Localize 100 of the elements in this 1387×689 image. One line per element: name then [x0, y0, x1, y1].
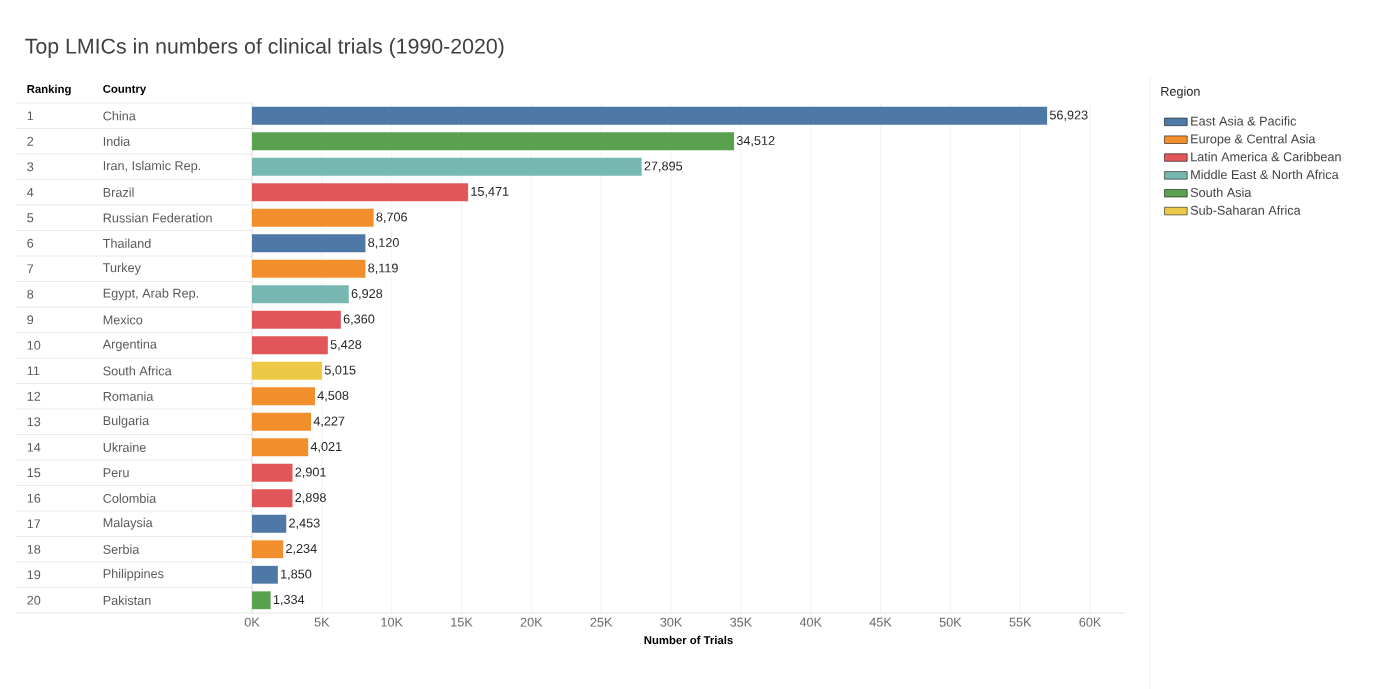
- x-tick-label: 45K: [869, 617, 892, 627]
- data-label: 34,512: [736, 136, 775, 147]
- x-tick-label: 20K: [520, 617, 543, 627]
- x-tick-label: 60K: [1079, 617, 1102, 627]
- text: 16: [27, 493, 41, 503]
- bar: [252, 234, 366, 253]
- text: 1: [27, 111, 34, 121]
- bar: [252, 591, 271, 610]
- data-label: 56,923: [1049, 110, 1088, 121]
- data-label: 4,021: [310, 442, 342, 453]
- text: 17: [27, 519, 41, 529]
- bar: [252, 106, 1048, 125]
- bar: [252, 361, 323, 380]
- text: 8: [27, 289, 34, 299]
- legend-label: Europe & Central Asia: [1191, 134, 1316, 146]
- bar: [252, 132, 735, 151]
- data-label: 6,360: [343, 314, 375, 326]
- chart-title: Top LMICs in numbers of clinical trials (1990-2020): [25, 38, 504, 58]
- y-tick-label: Malaysia: [103, 517, 153, 530]
- y-tick-label: Egypt, Arab Rep.: [103, 288, 198, 301]
- data-label: 8,706: [376, 212, 408, 224]
- y-tick-label: Iran, Islamic Rep.: [103, 160, 201, 173]
- text: 4: [27, 187, 34, 197]
- y-tick-label: Turkey: [103, 262, 141, 275]
- y-tick-label: Mexico: [103, 315, 143, 325]
- y-tick-label: Argentina: [102, 339, 157, 352]
- text: 13: [27, 417, 41, 427]
- x-tick-label: 25K: [590, 617, 613, 627]
- x-tick-label: 15K: [451, 617, 473, 627]
- x-tick-label: 50K: [939, 617, 962, 627]
- text: 9: [27, 315, 34, 325]
- data-label: 2,898: [295, 493, 326, 504]
- x-tick-label: 5K: [314, 617, 330, 627]
- y-tick-label: Peru: [103, 468, 129, 478]
- bar: [252, 387, 315, 406]
- bar: [252, 336, 328, 355]
- x-tick-label: 0K: [244, 617, 260, 627]
- y-axis-title: Country: [103, 84, 147, 96]
- text: 10: [27, 340, 41, 350]
- y-tick-label: Brazil: [103, 187, 134, 197]
- bar: [252, 285, 349, 304]
- data-label: 2,453: [289, 518, 320, 530]
- text: 11: [27, 366, 40, 376]
- data-label: 5,015: [324, 365, 356, 377]
- data-label: 1,334: [273, 595, 305, 606]
- data-label: 2,901: [295, 467, 326, 479]
- bar: [252, 412, 312, 431]
- text: 19: [27, 570, 41, 580]
- y-tick-label: India: [103, 136, 131, 146]
- bar: [252, 183, 469, 202]
- x-tick-label: 10K: [381, 617, 403, 627]
- bar: [252, 157, 642, 176]
- data-label: 5,428: [330, 340, 362, 351]
- data-label: 1,850: [281, 569, 312, 581]
- y-tick-label: Pakistan: [103, 595, 151, 605]
- y-tick-label: Ukraine: [103, 442, 146, 452]
- x-tick-label: 55K: [1009, 617, 1032, 627]
- y-tick-label: Russian Federation: [103, 213, 212, 223]
- bar: [252, 514, 287, 533]
- bar: [252, 540, 284, 559]
- x-tick-label: 30K: [660, 617, 683, 627]
- bar: [252, 438, 309, 457]
- y-tick-label: Serbia: [103, 544, 140, 554]
- x-axis-title: Number of Trials: [644, 635, 733, 645]
- bar: [252, 259, 366, 278]
- legend-label: Latin America & Caribbean: [1191, 151, 1341, 162]
- bar: [252, 310, 341, 329]
- y-tick-label: South Africa: [103, 366, 172, 376]
- legend-label: Sub-Saharan Africa: [1190, 205, 1301, 215]
- legend-label: South Asia: [1190, 187, 1252, 197]
- text: 12: [27, 391, 41, 401]
- data-label: 27,895: [644, 161, 683, 172]
- text: Ranking: [27, 84, 71, 96]
- text: 3: [27, 162, 34, 172]
- legend-label: Middle East & North Africa: [1191, 169, 1339, 180]
- y-tick-label: China: [103, 111, 136, 121]
- text: 7: [27, 264, 34, 274]
- data-label: 4,227: [313, 416, 345, 428]
- legend-title: Region: [1161, 86, 1200, 99]
- y-tick-label: Thailand: [103, 238, 151, 248]
- y-tick-label: Romania: [103, 391, 154, 401]
- text: 6: [27, 238, 34, 248]
- data-label: 15,471: [471, 187, 509, 198]
- text: 14: [27, 442, 41, 452]
- data-label: 4,508: [317, 391, 349, 402]
- y-tick-label: Bulgaria: [103, 415, 150, 428]
- x-tick-label: 35K: [730, 617, 753, 627]
- y-tick-label: Philippines: [103, 568, 164, 581]
- bar: [252, 208, 374, 227]
- legend-label: East Asia & Pacific: [1191, 116, 1297, 126]
- text: 2: [27, 136, 34, 146]
- data-label: 2,234: [286, 544, 317, 555]
- text: 15: [27, 468, 41, 478]
- bar: [252, 565, 278, 584]
- x-tick-label: 40K: [799, 617, 822, 627]
- text: 5: [27, 213, 34, 223]
- bar: [252, 489, 293, 508]
- text: 20: [27, 595, 41, 605]
- data-label: 6,928: [351, 289, 383, 300]
- data-label: 8,120: [368, 238, 399, 249]
